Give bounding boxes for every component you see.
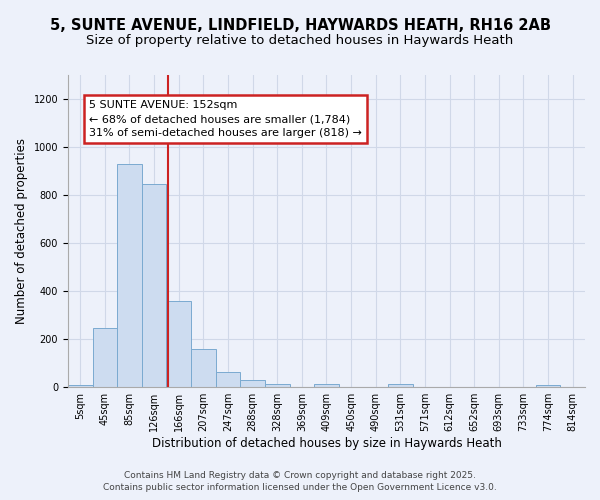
Bar — [191, 350, 215, 387]
Bar — [265, 384, 290, 387]
Bar — [215, 372, 240, 387]
Bar — [388, 384, 413, 387]
Text: 5, SUNTE AVENUE, LINDFIELD, HAYWARDS HEATH, RH16 2AB: 5, SUNTE AVENUE, LINDFIELD, HAYWARDS HEA… — [49, 18, 551, 32]
Text: Size of property relative to detached houses in Haywards Heath: Size of property relative to detached ho… — [86, 34, 514, 47]
Bar — [117, 164, 142, 387]
Bar — [92, 328, 117, 387]
Bar — [166, 301, 191, 387]
X-axis label: Distribution of detached houses by size in Haywards Heath: Distribution of detached houses by size … — [152, 437, 502, 450]
Y-axis label: Number of detached properties: Number of detached properties — [15, 138, 28, 324]
Bar — [240, 380, 265, 387]
Bar — [314, 384, 339, 387]
Text: 5 SUNTE AVENUE: 152sqm
← 68% of detached houses are smaller (1,784)
31% of semi-: 5 SUNTE AVENUE: 152sqm ← 68% of detached… — [89, 100, 362, 138]
Bar — [142, 184, 166, 387]
Text: Contains HM Land Registry data © Crown copyright and database right 2025.
Contai: Contains HM Land Registry data © Crown c… — [103, 471, 497, 492]
Bar — [536, 386, 560, 387]
Bar — [68, 386, 92, 387]
